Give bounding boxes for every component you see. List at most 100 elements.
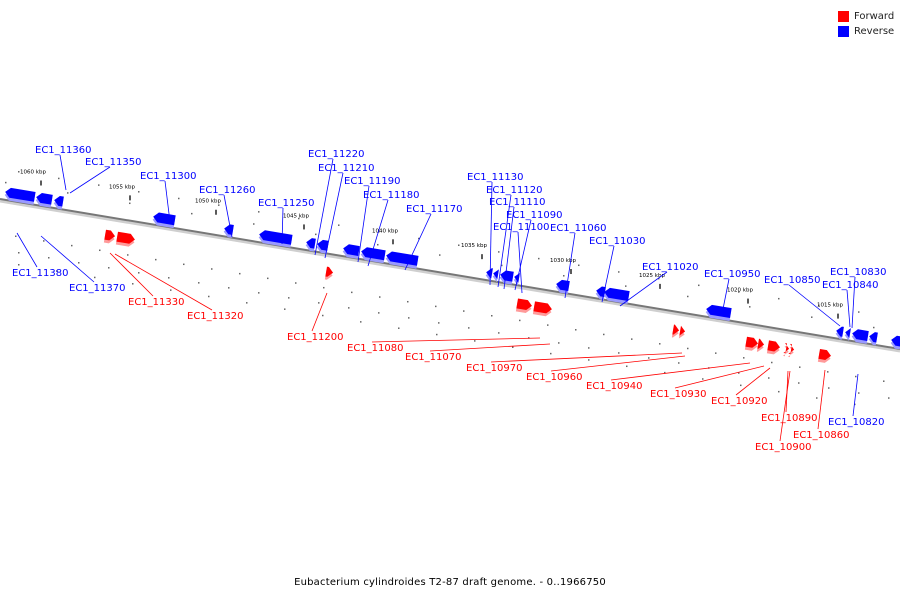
reverse-gene	[342, 244, 360, 259]
guide-dot	[618, 271, 620, 273]
forward-gene	[766, 340, 781, 355]
guide-dot	[239, 272, 241, 275]
gene-label: EC1_10820	[828, 417, 884, 428]
forward-gene	[678, 325, 686, 339]
guide-dot	[458, 244, 460, 246]
reverse-gene-body	[493, 269, 499, 280]
guide-dot	[438, 322, 440, 324]
guide-dot	[687, 295, 689, 298]
gene-label: EC1_11020	[642, 262, 698, 273]
reverse-gene	[316, 239, 329, 254]
guide-dot	[295, 282, 297, 284]
guide-dot	[618, 352, 620, 354]
guide-dot	[94, 276, 96, 279]
gene-label-leader	[514, 219, 532, 291]
guide-dot	[170, 289, 172, 291]
reverse-gene-body	[153, 212, 176, 226]
reverse-gene-body	[259, 230, 293, 245]
guide-dot	[463, 310, 465, 312]
reverse-gene	[603, 287, 630, 304]
reverse-gene	[4, 187, 36, 205]
gene-label-leader	[281, 207, 284, 245]
guide-dot	[743, 357, 745, 359]
reverse-gene-body	[5, 187, 36, 202]
gene-label: EC1_10920	[711, 396, 767, 407]
guide-dot	[288, 297, 290, 299]
forward-gene-body	[325, 266, 334, 277]
gene-label: EC1_11200	[287, 332, 343, 343]
forward-gene-body	[672, 324, 680, 335]
guide-dot	[439, 254, 441, 256]
guide-dot	[218, 204, 220, 206]
guide-dot	[798, 382, 800, 384]
reverse-gene-body	[845, 328, 851, 338]
gene-label-leader	[817, 369, 826, 430]
gene-label-leader	[846, 289, 851, 328]
scale-tick-label: 1025 kbp	[639, 273, 665, 279]
forward-gene	[817, 348, 832, 363]
guide-dot	[575, 329, 577, 331]
guide-dot	[858, 392, 860, 394]
guide-dot	[71, 244, 73, 247]
guide-dot	[491, 314, 493, 317]
guide-dot	[58, 177, 60, 180]
gene-label-leader	[164, 180, 171, 223]
guide-dot	[519, 319, 521, 322]
forward-gene	[115, 231, 135, 247]
gene-label-leader	[601, 245, 615, 303]
legend-label-reverse: Reverse	[854, 26, 895, 37]
guide-dot	[827, 371, 829, 373]
guide-dot	[715, 352, 717, 354]
gene-label: EC1_11110	[489, 197, 545, 208]
reverse-gene	[485, 268, 493, 282]
guide-dot	[67, 192, 69, 194]
reverse-gene-body	[869, 332, 878, 343]
gene-label-leader	[497, 194, 512, 288]
guide-dot	[771, 361, 773, 364]
gene-label: EC1_11120	[486, 185, 542, 196]
guide-dot	[258, 292, 260, 294]
guide-dot	[740, 384, 742, 387]
gene-label-leader	[429, 343, 551, 352]
reverse-gene	[53, 196, 64, 210]
guide-dot	[626, 365, 628, 368]
forward-gene	[515, 298, 532, 313]
gene-label-leader	[490, 352, 683, 363]
gene-label-leader	[503, 206, 515, 290]
scale-tick-label: 1040 kbp	[372, 228, 398, 234]
guide-dot	[547, 324, 549, 326]
gene-label-leader	[674, 365, 765, 389]
gene-label-leader	[69, 166, 111, 194]
guide-dot	[99, 249, 101, 252]
reverse-gene-body	[891, 335, 900, 347]
scale-tick-label: 1060 kbp	[20, 170, 46, 176]
gene-label-leader	[489, 181, 493, 286]
gene-label: EC1_11380	[12, 268, 68, 279]
scale-tick-label: 1015 kbp	[817, 303, 843, 309]
guide-dot	[855, 375, 857, 378]
gene-label-leader	[324, 172, 344, 259]
guide-dot	[828, 387, 830, 389]
backbone-shadow	[0, 199, 900, 353]
gene-label-leader	[114, 253, 213, 311]
guide-dot	[738, 291, 740, 293]
gene-label: EC1_11060	[550, 223, 606, 234]
forward-gene-body	[757, 338, 765, 349]
guide-dot	[799, 366, 801, 368]
guide-dot	[246, 302, 248, 304]
guide-dot	[816, 397, 818, 399]
reverse-gene	[851, 329, 869, 344]
guide-dot	[749, 306, 751, 308]
guide-dot	[778, 297, 780, 300]
guide-dot	[648, 357, 650, 359]
reverse-gene	[492, 269, 499, 283]
reverse-gene-body	[852, 329, 869, 341]
guide-dot	[360, 321, 362, 323]
forward-gene-body	[104, 229, 116, 241]
gene-label: EC1_11070	[405, 352, 461, 363]
guide-dot	[550, 352, 552, 355]
guide-dot	[768, 377, 770, 379]
gene-label: EC1_11370	[69, 283, 125, 294]
guide-dot	[155, 258, 157, 261]
